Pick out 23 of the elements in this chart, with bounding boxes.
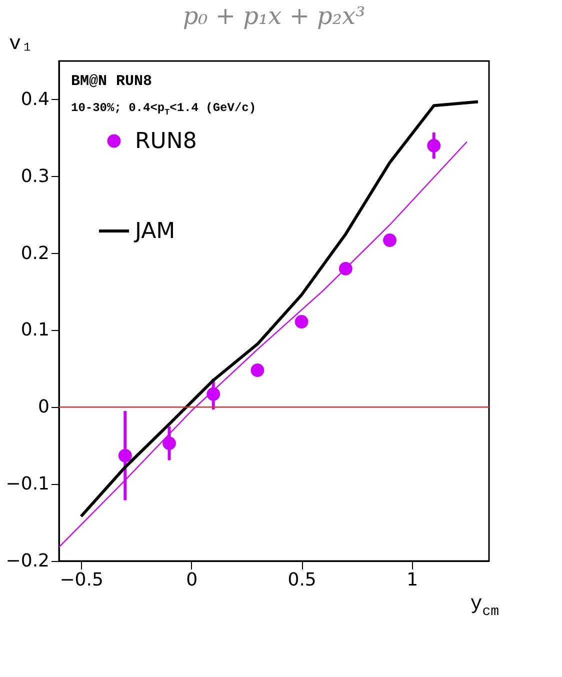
x-tick-label: 0.5 <box>288 570 316 590</box>
point <box>118 448 132 462</box>
point <box>383 234 396 247</box>
point <box>427 138 441 152</box>
y-tick-label: −0.1 <box>6 474 50 495</box>
point <box>338 262 352 276</box>
point <box>294 315 308 328</box>
y-tick-label: 0.3 <box>20 166 50 187</box>
x-tick-label: 1 <box>406 570 418 590</box>
x-tick-label: −0.5 <box>60 570 104 590</box>
y-axis-title: v₁ <box>9 33 34 56</box>
annotation: BM@N RUN8 <box>71 73 152 90</box>
y-tick-label: 0.1 <box>20 320 50 341</box>
y-tick-label: −0.2 <box>6 550 50 572</box>
y-tick-label: 0.2 <box>20 242 50 264</box>
chart-title: p₀ + p₁x + p₂x³ <box>182 2 366 30</box>
point <box>162 436 176 450</box>
y-tick-label: 0 <box>38 396 50 418</box>
point <box>250 364 264 377</box>
legend-label: RUN8 <box>135 129 197 154</box>
x-tick-label: 0 <box>186 570 198 590</box>
y-tick-label: 0.4 <box>20 88 50 110</box>
legend-label: JAM <box>133 219 176 244</box>
